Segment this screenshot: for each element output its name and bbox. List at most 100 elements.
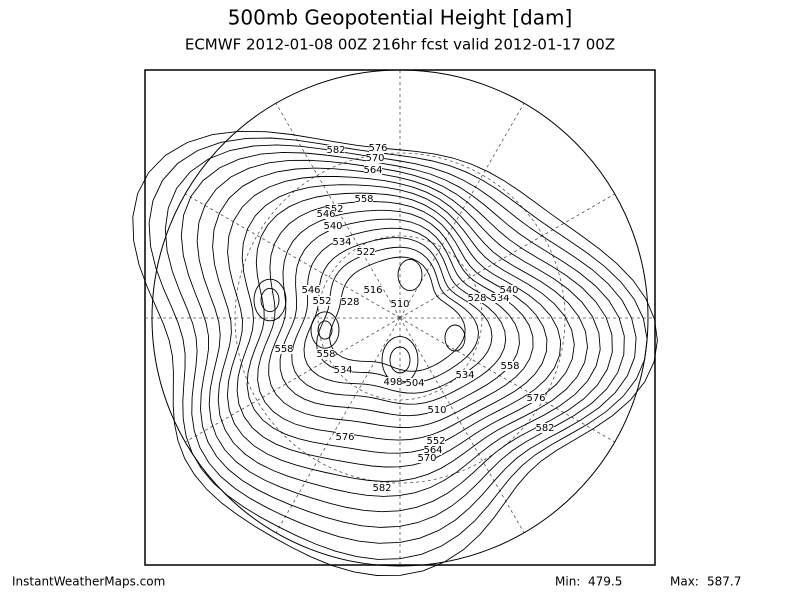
contour-cell	[310, 311, 340, 349]
contour-label: 582	[372, 483, 391, 494]
label-bg	[355, 194, 373, 204]
contour-line	[180, 151, 625, 528]
subtitle: ECMWF 2012-01-08 00Z 216hr fcst valid 20…	[185, 36, 615, 54]
label-bg	[373, 483, 391, 493]
contour-label: 534	[332, 237, 351, 248]
label-bg	[364, 285, 382, 295]
label-bg	[428, 405, 446, 415]
contour-label: 522	[356, 247, 375, 258]
label-bg	[418, 453, 436, 463]
label-bg	[317, 209, 335, 219]
contour-label: 510	[427, 405, 446, 416]
contour-line	[212, 167, 601, 497]
label-bg	[324, 221, 342, 231]
source: InstantWeatherMaps.com	[12, 575, 165, 589]
label-bg	[491, 293, 509, 303]
label-bg	[369, 143, 387, 153]
label-bg	[536, 423, 554, 433]
label-bg	[317, 349, 335, 359]
contour-line	[226, 176, 588, 482]
min-value: 479.5	[588, 575, 622, 589]
contour-label: 546	[301, 285, 320, 296]
label-bg	[406, 378, 424, 388]
meridian	[275, 103, 401, 319]
contour-label: 552	[312, 296, 331, 307]
contour-cell	[317, 320, 333, 340]
contour-cell	[253, 278, 287, 322]
label-bg	[334, 365, 352, 375]
contour-line	[246, 192, 562, 454]
contour-label: 504	[405, 378, 424, 389]
contour-label: 540	[499, 285, 518, 296]
contour-label: 564	[423, 445, 442, 456]
contour-line	[132, 130, 658, 576]
label-bg	[501, 361, 519, 371]
contour-label: 528	[467, 293, 486, 304]
label-bg	[391, 299, 409, 309]
contour-line	[148, 137, 648, 560]
contour-label: 564	[363, 165, 382, 176]
contour-line	[291, 227, 507, 405]
contour-label: 558	[500, 361, 519, 372]
meridian	[399, 103, 525, 319]
meridian	[399, 317, 525, 533]
contour-labels: 5825765705645585525465405345225465525285…	[274, 143, 555, 494]
label-bg	[333, 237, 351, 247]
contour-label: 570	[417, 453, 436, 464]
contour-label: 570	[365, 153, 384, 164]
max-value: 587.7	[707, 575, 741, 589]
label-bg	[384, 377, 402, 387]
contours	[132, 130, 658, 576]
contour-label: 576	[335, 432, 354, 443]
contour-label: 516	[363, 285, 382, 296]
title: 500mb Geopotential Height [dam]	[228, 6, 573, 30]
label-bg	[500, 285, 518, 295]
label-bg	[313, 296, 331, 306]
map-boundary	[151, 69, 649, 567]
contour-cell	[260, 287, 280, 313]
contour-label: 534	[333, 365, 352, 376]
meridian	[185, 193, 401, 319]
contour-cell	[389, 346, 411, 374]
contour-label: 582	[535, 423, 554, 434]
label-bg	[427, 436, 445, 446]
meridian	[399, 193, 615, 319]
contour-line	[236, 184, 575, 468]
meridian	[275, 317, 401, 533]
label-bg	[341, 297, 359, 307]
label-bg	[468, 293, 486, 303]
contour-line	[268, 209, 534, 428]
contour-line	[164, 144, 637, 544]
label-bg	[357, 247, 375, 257]
contour-label: 540	[323, 221, 342, 232]
contour-label: 498	[383, 377, 402, 388]
contour-line	[196, 159, 613, 513]
contour-label: 576	[526, 393, 545, 404]
contour-label: 528	[340, 297, 359, 308]
contour-cell	[444, 324, 466, 352]
label-bg	[366, 153, 384, 163]
contour-label: 582	[326, 145, 345, 156]
min-label: Min:	[555, 575, 580, 589]
label-bg	[302, 285, 320, 295]
label-bg	[327, 145, 345, 155]
contour-cell	[397, 258, 423, 292]
contour-label: 576	[368, 143, 387, 154]
meridian	[185, 317, 401, 443]
contour-label: 534	[490, 293, 509, 304]
label-bg	[364, 165, 382, 175]
contour-line	[257, 201, 548, 441]
contour-label: 510	[390, 299, 409, 310]
contour-label: 558	[274, 344, 293, 355]
label-bg	[336, 432, 354, 442]
label-bg	[456, 370, 474, 380]
label-bg	[275, 344, 293, 354]
contour-label: 558	[316, 349, 335, 360]
contour-label: 534	[455, 370, 474, 381]
contour-label: 546	[316, 209, 335, 220]
contour-line	[303, 237, 493, 394]
contour-line	[316, 246, 479, 383]
label-bg	[424, 445, 442, 455]
max-label: Max:	[670, 575, 699, 589]
